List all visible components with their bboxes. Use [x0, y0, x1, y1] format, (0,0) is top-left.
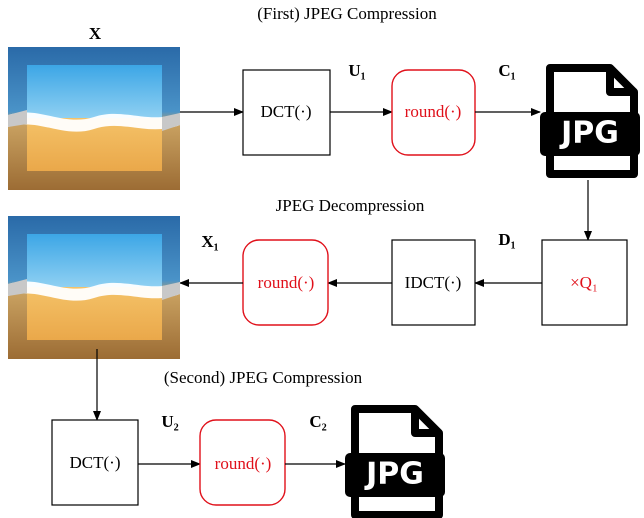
- dequant-text: ×Q₁: [570, 273, 598, 292]
- round-label: round(·): [405, 102, 462, 121]
- output-label: C₁: [498, 61, 515, 80]
- second-compression: (Second) JPEG Compression DCT(·) U₂ roun…: [51, 368, 445, 515]
- dequant-box: [541, 239, 628, 326]
- jpg-text: JPG: [364, 457, 424, 492]
- round-box: [199, 419, 286, 506]
- coeff-label: U₁: [348, 61, 365, 80]
- stage-title: (Second) JPEG Compression: [164, 368, 363, 387]
- jpg-text: JPG: [559, 116, 619, 151]
- dct-label: DCT(·): [70, 453, 121, 472]
- output-label: C₂: [309, 412, 326, 431]
- coeff-label: U₂: [161, 412, 178, 431]
- output-label: X₁: [201, 232, 218, 251]
- round-label: round(·): [215, 454, 272, 473]
- input-label: X: [89, 24, 102, 43]
- idct-label: IDCT(·): [405, 273, 462, 292]
- stage-title: (First) JPEG Compression: [257, 4, 437, 23]
- input-image: [8, 47, 180, 190]
- stage-title: JPEG Decompression: [276, 196, 425, 215]
- decompression: JPEG Decompression D₁ ×Q₁ IDCT(·) round(…: [8, 196, 628, 421]
- dct-label: DCT(·): [261, 102, 312, 121]
- first-compression: (First) JPEG Compression X DCT(·) U₁ rou…: [8, 4, 640, 241]
- dequant-label: D₁: [498, 230, 515, 249]
- dct-box: [51, 419, 139, 506]
- decoded-image: [8, 216, 180, 359]
- dct-box: [242, 69, 331, 156]
- round-label: round(·): [258, 273, 315, 292]
